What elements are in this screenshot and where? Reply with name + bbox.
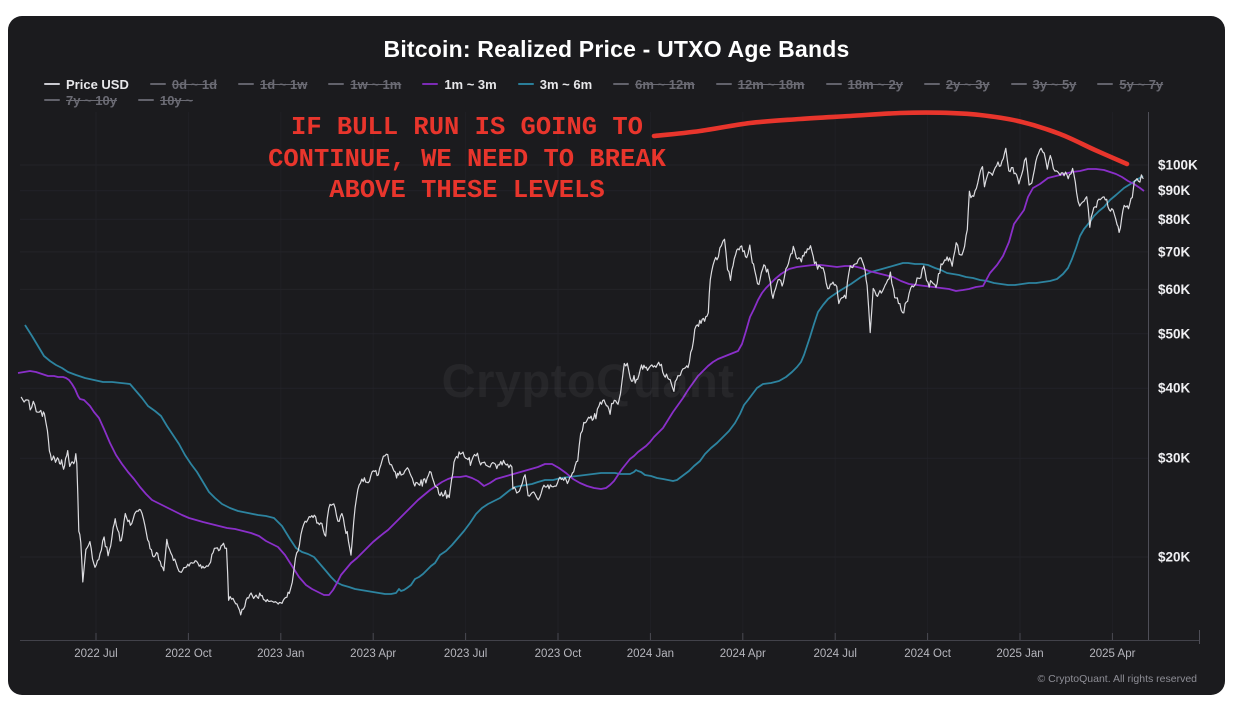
- svg-text:$50K: $50K: [1158, 326, 1191, 341]
- svg-text:2024 Oct: 2024 Oct: [904, 648, 951, 660]
- svg-text:2024 Jan: 2024 Jan: [627, 648, 674, 660]
- svg-text:2025 Apr: 2025 Apr: [1089, 648, 1135, 660]
- svg-text:2025 Jan: 2025 Jan: [996, 648, 1043, 660]
- svg-text:2022 Oct: 2022 Oct: [165, 648, 212, 660]
- svg-text:2024 Apr: 2024 Apr: [720, 648, 766, 660]
- svg-text:$100K: $100K: [1158, 158, 1198, 173]
- svg-text:$20K: $20K: [1158, 550, 1191, 565]
- svg-text:$30K: $30K: [1158, 451, 1191, 466]
- svg-text:$40K: $40K: [1158, 381, 1191, 396]
- svg-text:2023 Oct: 2023 Oct: [535, 648, 582, 660]
- svg-text:2023 Jan: 2023 Jan: [257, 648, 304, 660]
- svg-text:2024 Jul: 2024 Jul: [813, 648, 856, 660]
- svg-text:$60K: $60K: [1158, 282, 1191, 297]
- svg-text:$70K: $70K: [1158, 244, 1191, 259]
- svg-text:2022 Jul: 2022 Jul: [74, 648, 117, 660]
- svg-text:2023 Jul: 2023 Jul: [444, 648, 487, 660]
- svg-text:2023 Apr: 2023 Apr: [350, 648, 396, 660]
- svg-text:$80K: $80K: [1158, 212, 1191, 227]
- svg-text:$90K: $90K: [1158, 183, 1191, 198]
